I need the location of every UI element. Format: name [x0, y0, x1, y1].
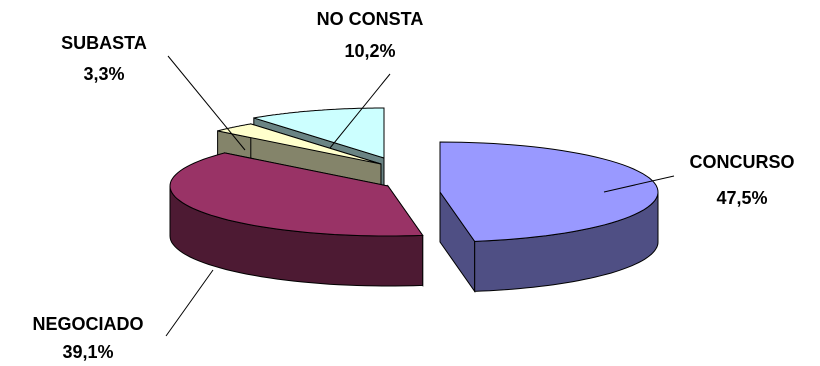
- label-subasta-name: SUBASTA: [61, 33, 147, 53]
- slice-top-subasta: [217, 123, 382, 165]
- leader-line-negociado: [165, 269, 214, 337]
- slices-layer: [169, 107, 659, 293]
- label-no-consta-value: 10,2%: [344, 41, 395, 61]
- label-no-consta-name: NO CONSTA: [317, 9, 424, 29]
- label-concurso-name: CONCURSO: [689, 152, 794, 172]
- label-concurso-value: 47,5%: [716, 188, 767, 208]
- leader-line-subasta: [167, 55, 246, 151]
- slice-top-negociado: [169, 152, 424, 237]
- leader-line-no-consta: [329, 73, 391, 149]
- pie-slice-negociado: [169, 152, 424, 287]
- labels-layer: CONCURSO 47,5% NEGOCIADO 39,1% SUBASTA 3…: [32, 9, 794, 362]
- label-negociado-name: NEGOCIADO: [32, 314, 143, 334]
- pie-slice-concurso: [439, 141, 659, 293]
- slice-top-concurso: [439, 141, 659, 242]
- label-subasta-value: 3,3%: [83, 64, 124, 84]
- leader-line-concurso: [603, 175, 675, 193]
- label-negociado-value: 39,1%: [62, 342, 113, 362]
- leader-lines: [165, 55, 675, 337]
